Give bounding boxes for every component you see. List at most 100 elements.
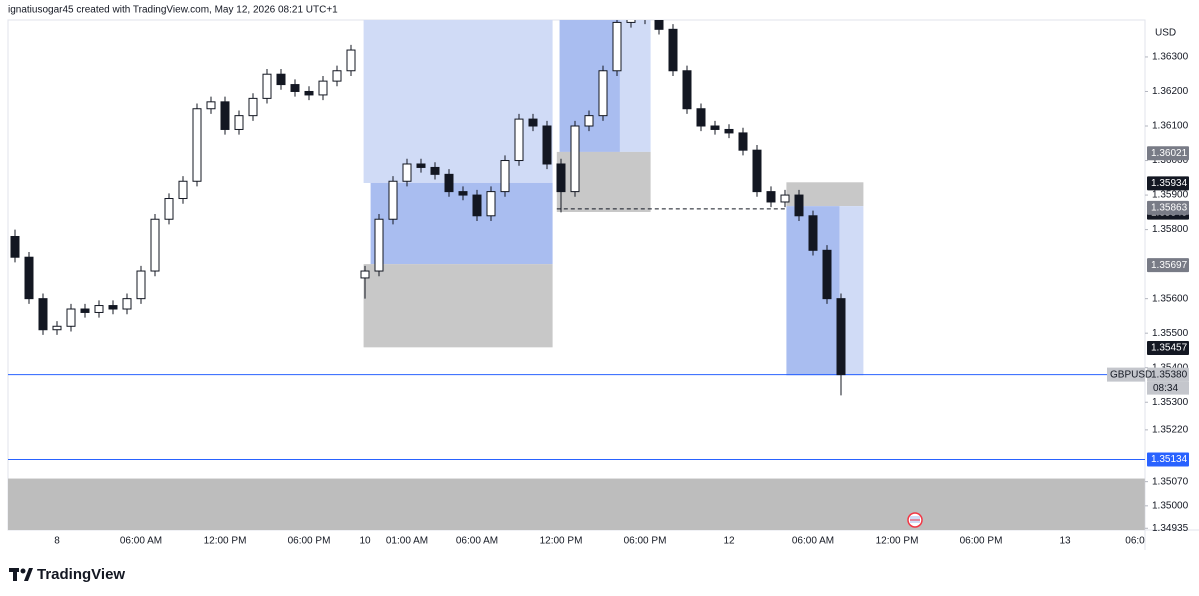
x-tick-label: 06:00 PM [960, 536, 1003, 547]
candle-body [346, 49, 356, 72]
candle-body [178, 180, 188, 200]
price-badge-label: 1.35457 [1151, 343, 1188, 354]
candle-body [598, 70, 608, 117]
candle-body [682, 70, 692, 110]
candle-body [836, 298, 846, 376]
candle-body [10, 235, 20, 258]
candle-body [262, 73, 272, 99]
x-tick-label: 01:00 AM [386, 536, 428, 547]
price-badge [1147, 146, 1189, 161]
candle-body [668, 28, 678, 72]
x-tick-label: 13 [1059, 536, 1071, 547]
candle-body [24, 256, 34, 300]
candle-body [234, 115, 244, 130]
price-badge-label: 1.36021 [1151, 148, 1188, 159]
y-tick-label: 1.36100 [1152, 121, 1189, 132]
candle-body [528, 118, 538, 127]
currency: USD [1155, 28, 1176, 39]
price-badge-label: 1.35863 [1151, 202, 1188, 213]
candle-body [808, 215, 818, 251]
candle-body [388, 180, 398, 220]
candle-body [514, 118, 524, 162]
candle-body [192, 108, 202, 182]
candle-body [136, 270, 146, 300]
candle-body [626, 20, 636, 23]
candle-body [444, 173, 454, 193]
price-badge [1147, 176, 1189, 191]
y-tick-label: 1.35300 [1152, 397, 1189, 408]
logo: TradingView [9, 566, 125, 583]
candle-body [80, 308, 90, 313]
x-tick-label: 12:00 PM [204, 536, 247, 547]
zone [559, 20, 620, 152]
event-flag [907, 512, 923, 528]
y-tick-label: 1.35800 [1152, 224, 1189, 235]
price-badge-label: 1.35380 [1151, 369, 1188, 380]
candle-body [486, 191, 496, 217]
price-badge [1147, 452, 1189, 467]
candle-body [318, 80, 328, 96]
y-tick-label: 1.36300 [1152, 52, 1189, 63]
candle-body [794, 194, 804, 217]
y-tick-label: 1.35900 [1152, 190, 1189, 201]
x-tick-label: 06:00 PM [624, 536, 667, 547]
zone [839, 206, 864, 376]
price-badge [1147, 341, 1189, 356]
candle-body [472, 194, 482, 217]
candle-body [822, 249, 832, 300]
candle-body [52, 325, 62, 331]
candle-body [542, 125, 552, 165]
y-tick-label: 1.35000 [1152, 500, 1189, 511]
zone [363, 20, 553, 183]
candle-body [164, 198, 174, 220]
zone [786, 182, 864, 207]
countdown-badge [1147, 381, 1189, 395]
x-tick-label: 8 [54, 536, 60, 547]
candle-body [122, 298, 132, 310]
x-tick-label: 12 [723, 536, 735, 547]
candle-body [500, 160, 510, 193]
zone [370, 182, 553, 265]
x-tick-label: 06:00 AM [792, 536, 834, 547]
brand: TradingView [37, 566, 125, 583]
y-tick-label: 1.35220 [1152, 425, 1189, 436]
candle-body [66, 308, 76, 327]
y-tick-label: 1.36000 [1152, 155, 1189, 166]
candle-body [276, 73, 286, 86]
credit: ignatiusogar45 created with TradingView.… [8, 5, 338, 16]
zone [8, 478, 1145, 530]
candle-body [290, 84, 300, 92]
candle-body [654, 20, 664, 30]
candle-body [556, 163, 566, 193]
candle-body [360, 270, 370, 279]
candle-body [430, 166, 440, 175]
axes: 8 06:00 AM 12:00 PM 06:00 PM 10 01:00 AM 06:00… [54, 52, 1189, 547]
candle-body [766, 191, 776, 203]
price-badge [1147, 367, 1189, 382]
y-tick-label: 1.35500 [1152, 328, 1189, 339]
y-tick-label: 1.36200 [1152, 86, 1189, 97]
symbol-badge [1107, 367, 1145, 382]
candle-body [752, 149, 762, 193]
y-tick-label: 1.35070 [1152, 476, 1189, 487]
candle-body [332, 70, 342, 82]
candle-body [780, 194, 790, 203]
x-tick-label: 06:00 AM [120, 536, 162, 547]
x-tick-label: 12:00 PM [876, 536, 919, 547]
candle-body [738, 132, 748, 151]
candle-body [304, 90, 314, 96]
symbol: GBPUSD [1110, 369, 1152, 380]
x-tick-label: 12:00 PM [540, 536, 583, 547]
x-tick-label: 06:00 AM [456, 536, 498, 547]
candle-body [206, 101, 216, 110]
candle-body [710, 125, 720, 130]
candles [10, 20, 846, 396]
x-tick-label: 06:00 PM [288, 536, 331, 547]
zone [363, 264, 553, 348]
candle-body [584, 115, 594, 127]
candle-body [248, 97, 258, 117]
price-badge-label: 1.35134 [1151, 454, 1188, 465]
price-badge-label: 1.35697 [1151, 260, 1188, 271]
candle-body [374, 218, 384, 272]
